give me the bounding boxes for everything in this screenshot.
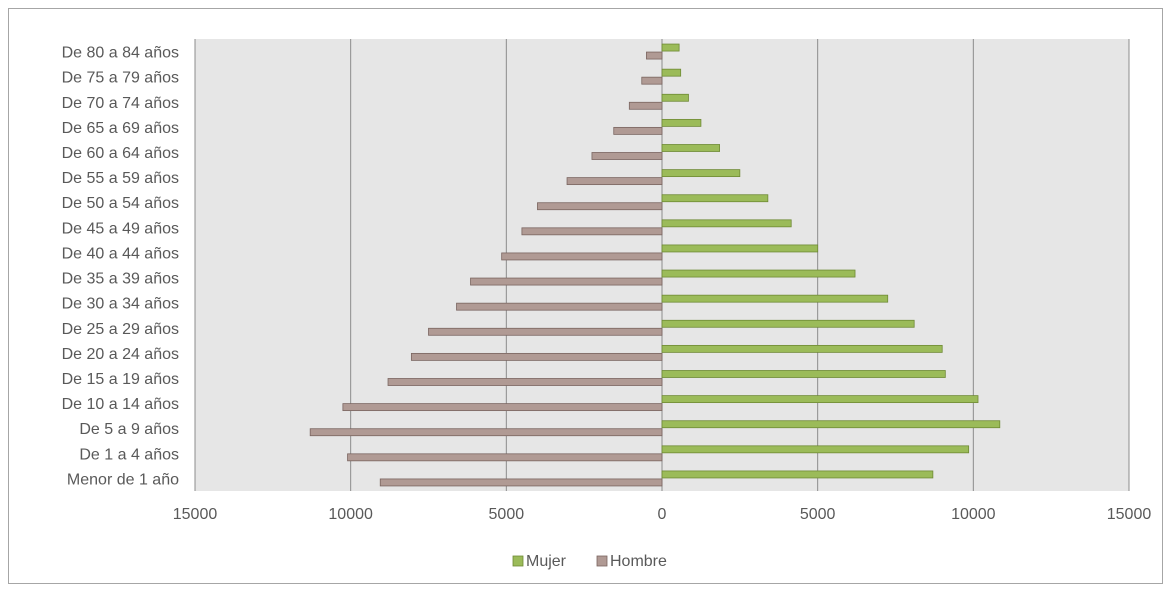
bar-hombre [379,478,663,487]
category-label: De 35 a 39 años [62,271,179,288]
category-label: De 20 a 24 años [62,346,179,363]
category-label: De 5 a 9 años [79,421,179,438]
category-label: De 15 a 19 años [62,371,179,388]
bar-hombre [628,101,663,110]
bar-hombre [428,327,663,336]
bar-mujer [661,470,934,479]
bar-mujer [661,294,889,303]
bar-hombre [521,227,663,236]
bar-mujer [661,344,943,353]
category-label: De 70 a 74 años [62,95,179,112]
bar-hombre [501,252,663,261]
bar-mujer [661,269,856,278]
bar-hombre [309,428,663,437]
category-label: De 60 a 64 años [62,145,179,162]
category-label: De 40 a 44 años [62,245,179,262]
category-label: De 30 a 34 años [62,296,179,313]
bar-hombre [566,177,663,186]
category-label: De 80 a 84 años [62,45,179,62]
bar-mujer [661,43,680,52]
legend-label: Hombre [610,553,667,570]
category-label: De 50 a 54 años [62,195,179,212]
x-tick-label: 5000 [489,506,525,523]
category-label: De 1 a 4 años [79,446,179,463]
bar-hombre [342,403,663,412]
legend-label: Mujer [526,553,567,570]
bar-hombre [646,51,663,60]
category-label: De 55 a 59 años [62,170,179,187]
x-tick-label: 15000 [1107,506,1152,523]
gridlines [194,39,1130,491]
bar-hombre [347,453,663,462]
legend-swatch [512,555,524,567]
category-label: De 45 a 49 años [62,220,179,237]
x-tick-label: 0 [658,506,667,523]
bar-mujer [661,219,792,228]
x-tick-label: 5000 [800,506,836,523]
bar-hombre [410,352,663,361]
bar-hombre [537,202,663,211]
chart-frame: Menor de 1 año De 1 a 4 años De 5 a 9 años… [8,8,1163,584]
legend-swatch [596,555,608,567]
x-tick-label: 15000 [173,506,218,523]
x-tick-labels: 15000 10000 5000 0 5000 10000 15000 [173,506,1152,523]
bar-mujer [661,319,915,328]
bar-hombre [387,378,663,386]
bar-mujer [661,370,946,378]
x-tick-label: 10000 [328,506,373,523]
category-label: De 25 a 29 años [62,321,179,338]
bar-mujer [661,93,689,102]
bar-mujer [661,118,702,127]
bar-mujer [661,395,979,404]
category-label: De 75 a 79 años [62,70,179,87]
bar-hombre [613,126,663,135]
bars [309,43,1001,487]
category-label: De 65 a 69 años [62,120,179,137]
population-pyramid-chart: Menor de 1 año De 1 a 4 años De 5 a 9 años… [62,39,1152,570]
bar-mujer [661,420,1001,429]
category-label: Menor de 1 año [67,471,179,488]
bar-hombre [456,302,663,311]
bar-mujer [661,68,682,77]
bar-mujer [661,244,819,253]
category-label: De 10 a 14 años [62,396,179,413]
legend: Mujer Hombre [512,553,667,570]
bar-mujer [661,169,741,178]
bar-mujer [661,194,769,203]
bar-hombre [641,76,663,85]
x-tick-label: 10000 [951,506,996,523]
bar-mujer [661,144,720,152]
bar-hombre [470,277,663,286]
bar-mujer [661,445,970,454]
bar-hombre [591,152,663,160]
category-labels: Menor de 1 año De 1 a 4 años De 5 a 9 años… [62,45,180,489]
